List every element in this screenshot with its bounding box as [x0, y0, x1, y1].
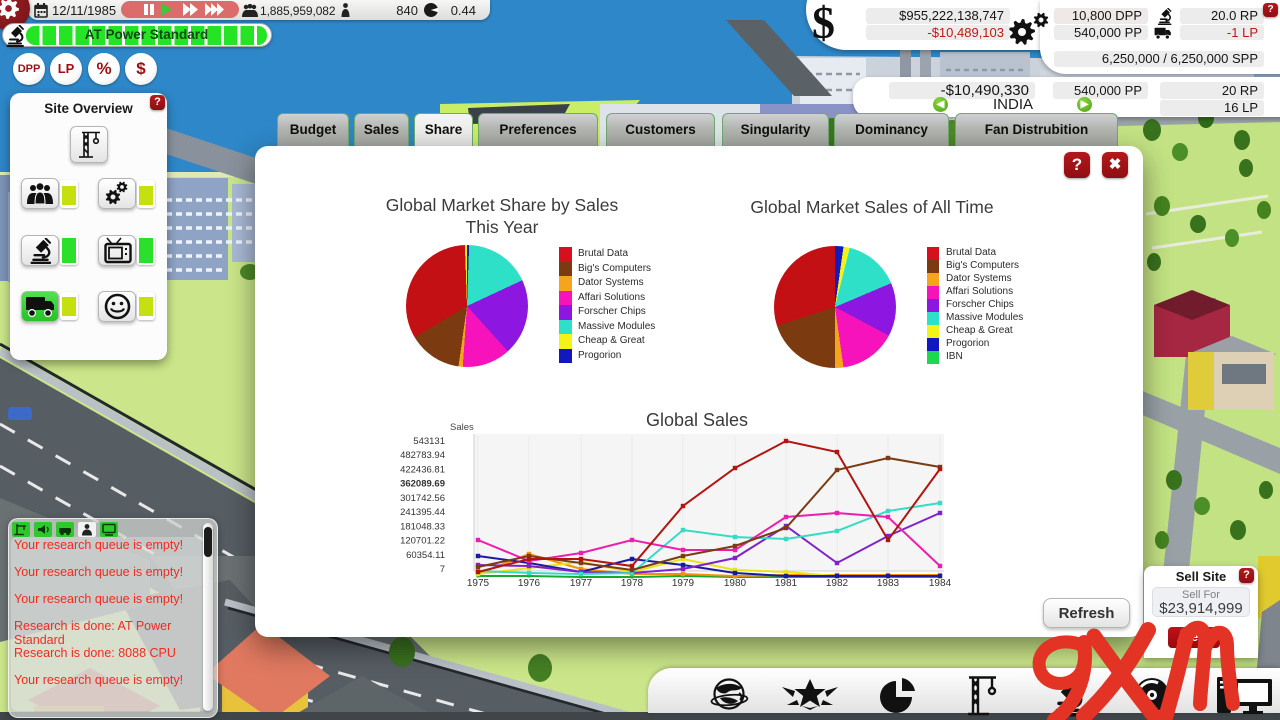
svg-text:1980: 1980	[724, 578, 747, 589]
svg-text:1982: 1982	[826, 578, 849, 589]
svg-text:1984: 1984	[929, 578, 952, 589]
svg-text:241395.44: 241395.44	[400, 507, 445, 518]
svg-text:1978: 1978	[621, 578, 644, 589]
svg-text:181048.33: 181048.33	[400, 521, 445, 532]
svg-text:543131: 543131	[413, 436, 445, 447]
svg-text:1981: 1981	[775, 578, 798, 589]
svg-text:422436.81: 422436.81	[400, 464, 445, 475]
svg-text:301742.56: 301742.56	[400, 493, 445, 504]
svg-text:362089.69: 362089.69	[400, 479, 445, 490]
svg-text:1983: 1983	[877, 578, 900, 589]
svg-text:482783.94: 482783.94	[400, 450, 445, 461]
svg-text:1975: 1975	[467, 578, 490, 589]
svg-text:1977: 1977	[570, 578, 593, 589]
svg-text:60354.11: 60354.11	[406, 550, 445, 561]
svg-text:1979: 1979	[672, 578, 695, 589]
svg-text:7: 7	[440, 564, 445, 575]
svg-text:120701.22: 120701.22	[400, 536, 445, 547]
svg-text:1976: 1976	[518, 578, 541, 589]
